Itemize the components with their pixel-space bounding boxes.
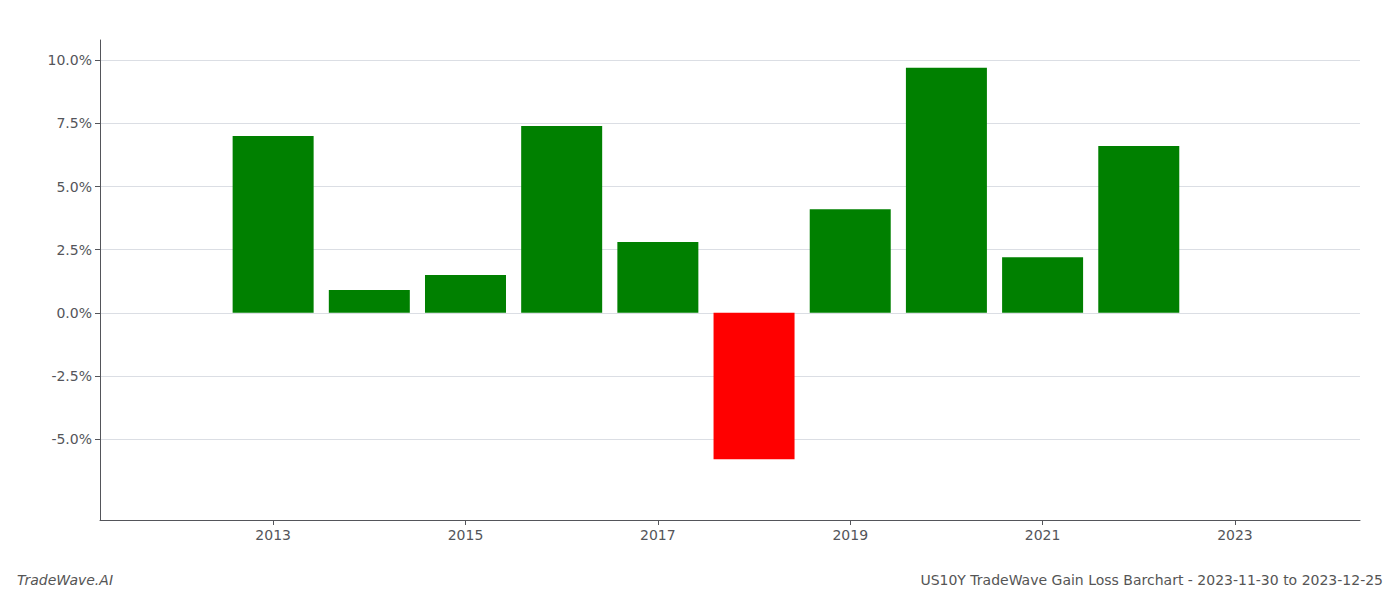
- svg-text:2015: 2015: [448, 527, 484, 543]
- svg-text:-5.0%: -5.0%: [51, 431, 92, 447]
- svg-text:-2.5%: -2.5%: [51, 368, 92, 384]
- svg-text:10.0%: 10.0%: [48, 52, 92, 68]
- svg-text:TradeWave.AI: TradeWave.AI: [17, 572, 113, 588]
- svg-text:2.5%: 2.5%: [56, 242, 92, 258]
- svg-text:7.5%: 7.5%: [56, 115, 92, 131]
- svg-text:2023: 2023: [1217, 527, 1253, 543]
- svg-text:2021: 2021: [1025, 527, 1061, 543]
- svg-text:0.0%: 0.0%: [56, 305, 92, 321]
- svg-text:5.0%: 5.0%: [56, 179, 92, 195]
- svg-text:US10Y TradeWave Gain Loss Barc: US10Y TradeWave Gain Loss Barchart - 202…: [920, 572, 1383, 588]
- svg-text:2013: 2013: [255, 527, 291, 543]
- svg-text:2017: 2017: [640, 527, 676, 543]
- svg-text:2019: 2019: [832, 527, 868, 543]
